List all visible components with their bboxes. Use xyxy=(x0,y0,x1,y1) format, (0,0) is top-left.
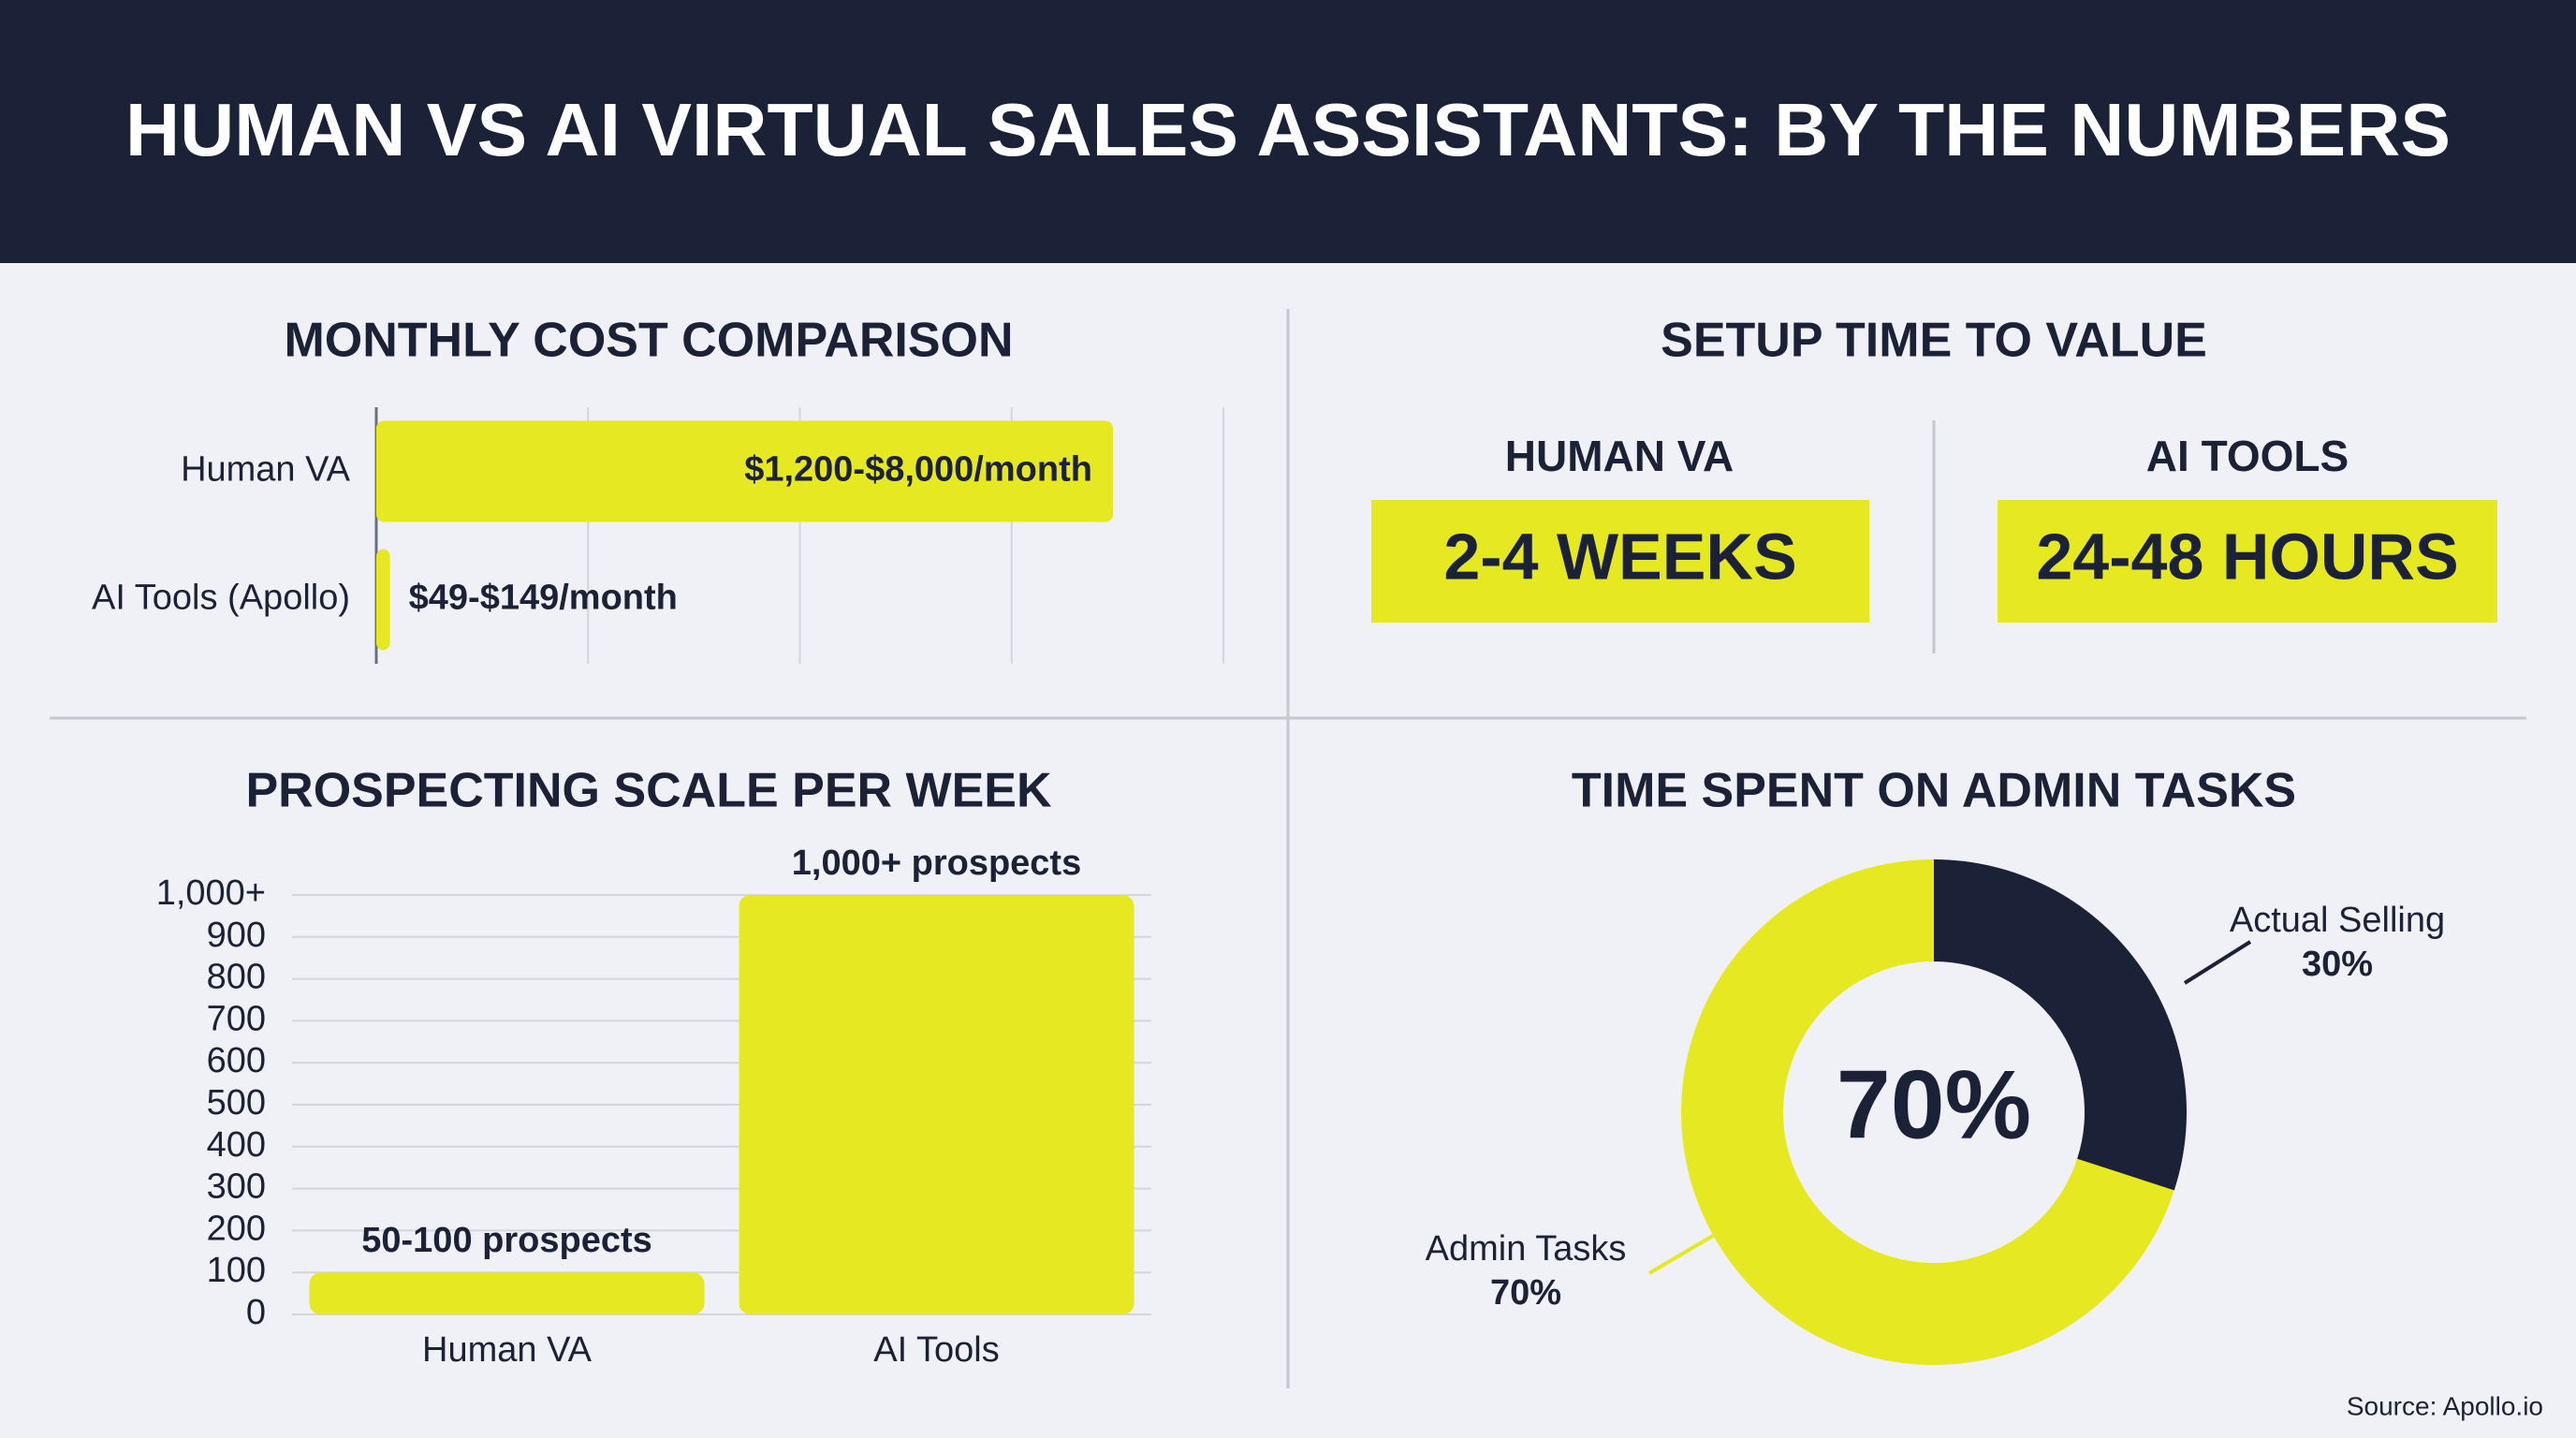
slice-value: 70% xyxy=(1490,1273,1561,1313)
slice-label: Actual Selling xyxy=(2230,901,2445,940)
y-tick-label: 400 xyxy=(207,1125,266,1165)
x-tick-label: AI Tools xyxy=(873,1330,999,1370)
value-box xyxy=(1998,500,2497,623)
source: Source: Apollo.io xyxy=(2347,1391,2543,1420)
y-tick-label: 600 xyxy=(207,1041,266,1080)
bar xyxy=(309,1272,705,1314)
bar xyxy=(376,549,390,651)
y-tick-label: 700 xyxy=(207,999,266,1038)
column-label: AI TOOLS xyxy=(2146,432,2349,480)
donut-slice xyxy=(1681,859,2174,1365)
chart-title: TIME SPENT ON ADMIN TASKS xyxy=(1572,764,2296,818)
leader-line xyxy=(1647,1234,1715,1275)
value-label: $49-$149/month xyxy=(409,579,678,618)
chart-title: PROSPECTING SCALE PER WEEK xyxy=(246,764,1052,818)
value-label: 1,000+ prospects xyxy=(792,844,1081,883)
header xyxy=(0,0,2576,263)
y-tick-label: 200 xyxy=(207,1209,266,1248)
y-tick-label: 500 xyxy=(207,1083,266,1123)
chart-title: MONTHLY COST COMPARISON xyxy=(284,314,1013,368)
category-label: Human VA xyxy=(181,450,351,490)
page-title: HUMAN VS AI VIRTUAL SALES ASSISTANTS: BY… xyxy=(125,88,2451,171)
section-title: SETUP TIME TO VALUE xyxy=(1661,314,2207,368)
value-label: 50-100 prospects xyxy=(361,1221,652,1260)
y-tick-label: 0 xyxy=(246,1293,266,1332)
column-value: 24-48 HOURS xyxy=(2036,520,2458,593)
category-label: AI Tools (Apollo) xyxy=(92,579,350,618)
column-label: HUMAN VA xyxy=(1505,432,1734,480)
value-box xyxy=(1371,500,1869,623)
slice-value: 30% xyxy=(2302,945,2373,984)
x-tick-label: Human VA xyxy=(422,1330,593,1370)
y-tick-label: 800 xyxy=(207,958,266,997)
column-value: 2-4 WEEKS xyxy=(1443,520,1796,593)
y-tick-label: 900 xyxy=(207,916,266,955)
bar xyxy=(739,895,1134,1314)
slice-label: Admin Tasks xyxy=(1426,1229,1627,1269)
value-label: $1,200-$8,000/month xyxy=(744,450,1092,490)
y-tick-label: 1,000+ xyxy=(156,873,266,913)
center-label: 70% xyxy=(1837,1050,2031,1159)
y-tick-label: 300 xyxy=(207,1167,266,1207)
donut-slice xyxy=(1934,859,2187,1191)
y-tick-label: 100 xyxy=(207,1251,266,1290)
leader-line xyxy=(2183,940,2252,985)
bar xyxy=(376,420,1113,522)
